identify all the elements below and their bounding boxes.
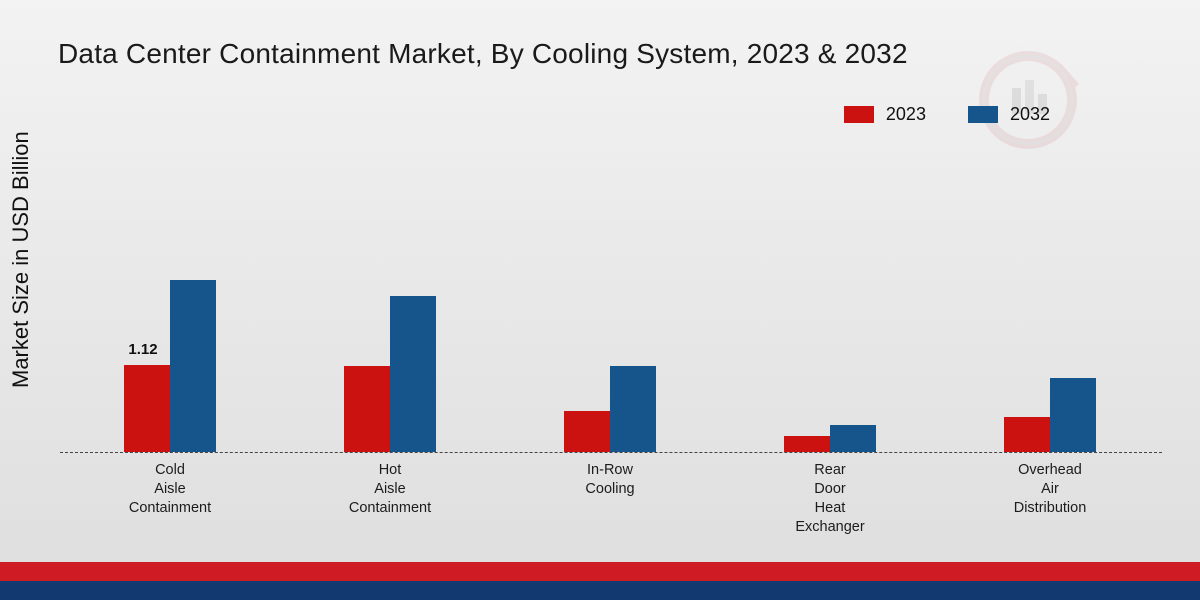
category-label-line: Containment <box>348 500 432 517</box>
category-label-line: Containment <box>128 500 212 517</box>
chart-title: Data Center Containment Market, By Cooli… <box>58 38 908 69</box>
legend-item-2023: 2023 <box>843 104 926 125</box>
category-label-4: Rear Door Heat Exchanger <box>745 461 915 538</box>
legend-swatch <box>967 106 998 123</box>
bar-group-3 <box>525 366 695 452</box>
bar-pair <box>344 296 436 452</box>
bar-group-1: 1.12 <box>85 280 255 452</box>
bar-2032-2 <box>390 296 436 452</box>
category-label-1: Cold Aisle Containment <box>85 461 255 518</box>
category-label-line: Rear <box>814 462 846 478</box>
bar-2023-1: 1.12 <box>124 341 170 452</box>
bar-2023-3 <box>564 411 610 452</box>
bar-group-5 <box>965 378 1135 452</box>
category-label-5: Overhead Air Distribution <box>965 461 1135 518</box>
category-label-line: Overhead <box>1018 462 1082 478</box>
y-axis-label: Market Size in USD Billion <box>8 131 33 389</box>
category-label-line: Aisle <box>154 481 186 498</box>
category-label-line: Door <box>814 481 846 498</box>
bar-2032-3 <box>610 366 656 452</box>
x-axis-baseline <box>60 452 1162 453</box>
footer-red-stripe <box>0 562 1200 581</box>
legend-label: 2032 <box>1009 104 1050 124</box>
category-label-line: Cold <box>155 462 185 478</box>
category-label-2: Hot Aisle Containment <box>305 461 475 518</box>
bar-pair <box>784 425 876 452</box>
bar-2032-5 <box>1050 378 1096 452</box>
bar-pair <box>1004 378 1096 452</box>
category-label-line: Aisle <box>374 481 406 498</box>
legend-swatch <box>843 106 874 123</box>
bar-group-4 <box>745 425 915 452</box>
category-label-line: Distribution <box>1013 500 1087 517</box>
bar-pair: 1.12 <box>124 280 216 452</box>
category-label-line: Hot <box>378 462 402 478</box>
bar-group-2 <box>305 296 475 452</box>
category-label-3: In-Row Cooling <box>525 461 695 499</box>
category-label-line: Air <box>1041 481 1059 498</box>
category-label-line: Exchanger <box>795 519 865 536</box>
category-label-line: Heat <box>814 500 846 517</box>
category-labels: Cold Aisle Containment Hot Aisle Containment I… <box>60 461 1160 538</box>
bar-2023-4 <box>784 436 830 452</box>
bar-2023-2 <box>344 366 390 452</box>
plot-area: 1.12 <box>60 140 1160 452</box>
category-label-line: In-Row <box>587 462 633 478</box>
category-label-line: Cooling <box>585 481 635 498</box>
bar-pair <box>564 366 656 452</box>
watermark-logo <box>979 51 1079 149</box>
legend-item-2032: 2032 <box>967 104 1050 125</box>
bar-value-label: 1.12 <box>128 341 158 358</box>
legend-label: 2023 <box>885 104 926 124</box>
bar-2032-1 <box>170 280 216 452</box>
legend: 2023 2032 <box>843 104 1050 125</box>
bar-2023-5 <box>1004 417 1050 452</box>
footer-navy-stripe <box>0 581 1200 600</box>
bar-2032-4 <box>830 425 876 452</box>
